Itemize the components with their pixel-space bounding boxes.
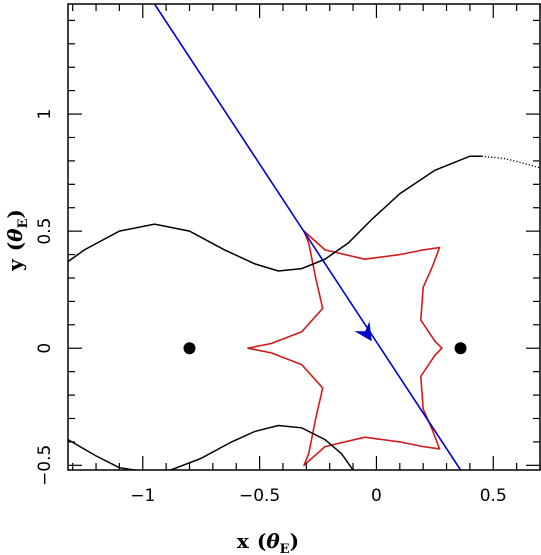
y-tick-label: 1 (35, 109, 55, 120)
x-tick-label: −1 (130, 486, 155, 506)
x-tick-label: 0 (371, 486, 382, 506)
plot-frame (67, 3, 541, 471)
lens-point-2 (454, 342, 467, 355)
y-tick-label: −0.5 (35, 445, 55, 486)
critical-curve-2 (481, 155, 540, 169)
frame-rect (67, 3, 541, 471)
lens-point-1 (183, 342, 196, 355)
x-tick-label: −0.5 (239, 486, 280, 506)
y-tick-label: 0.5 (35, 218, 55, 245)
source-trajectory (153, 4, 462, 470)
tick-labels: −1 −0.5 0 0.5 −0.5 0 0.5 1 (35, 109, 507, 506)
caustic-curve (247, 230, 443, 467)
trajectory-arrow-icon (354, 321, 372, 342)
y-axis-label: y(θE) (3, 209, 31, 272)
plot-content (68, 4, 540, 470)
x-axis-label: x (θE) (237, 529, 299, 555)
critical-curve-1 (68, 155, 482, 272)
plot-area (68, 4, 540, 470)
x-tick-label: 0.5 (480, 486, 507, 506)
axis-ticks (68, 4, 541, 470)
y-tick-label: 0 (35, 343, 55, 354)
